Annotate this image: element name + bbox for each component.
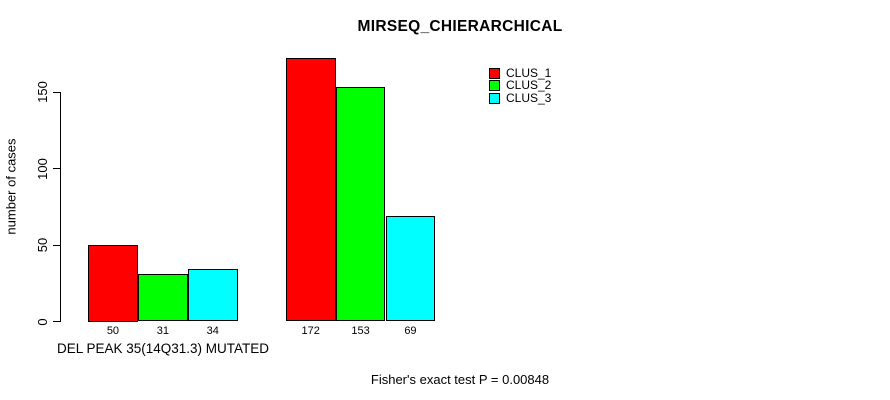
legend-label: CLUS_2 <box>506 78 552 93</box>
y-tick <box>53 168 60 169</box>
y-tick-label: 150 <box>35 81 50 103</box>
y-axis-label: number of cases <box>3 138 19 235</box>
bar-value-label: 34 <box>206 325 219 337</box>
legend-swatch <box>489 92 500 104</box>
legend-label: CLUS_3 <box>506 90 552 105</box>
bar <box>335 87 386 322</box>
y-tick-label: 100 <box>35 157 50 180</box>
y-tick-label: 0 <box>35 317 50 326</box>
bar <box>137 274 188 322</box>
bar-value-label: 31 <box>156 325 169 337</box>
y-axis-line <box>60 92 61 322</box>
legend-row: CLUS_1 <box>489 66 552 80</box>
footer-annotation: Fisher's exact test P = 0.00848 <box>370 372 550 387</box>
legend-row: CLUS_3 <box>489 90 552 105</box>
bar <box>88 245 138 322</box>
bar <box>385 215 436 322</box>
y-tick <box>53 91 60 93</box>
x-axis-group-label: DEL PEAK 35(14Q31.3) MUTATED <box>56 341 270 356</box>
legend-row: CLUS_2 <box>489 78 552 93</box>
chart-title: MIRSEQ_CHIERARCHICAL <box>357 18 563 35</box>
bar-value-label: 172 <box>301 325 320 337</box>
bar <box>285 58 336 322</box>
bar-value-label: 153 <box>351 325 370 337</box>
y-tick <box>53 321 60 322</box>
y-tick-label: 50 <box>35 237 50 253</box>
legend-swatch <box>489 80 500 92</box>
legend-swatch <box>489 68 500 79</box>
legend-label: CLUS_1 <box>506 66 552 80</box>
bar-value-label: 69 <box>404 325 417 337</box>
legend: CLUS_1 CLUS_2 CLUS_3 <box>489 66 552 105</box>
bar-value-label: 50 <box>106 325 120 337</box>
bar <box>187 269 238 322</box>
y-tick <box>53 244 60 246</box>
